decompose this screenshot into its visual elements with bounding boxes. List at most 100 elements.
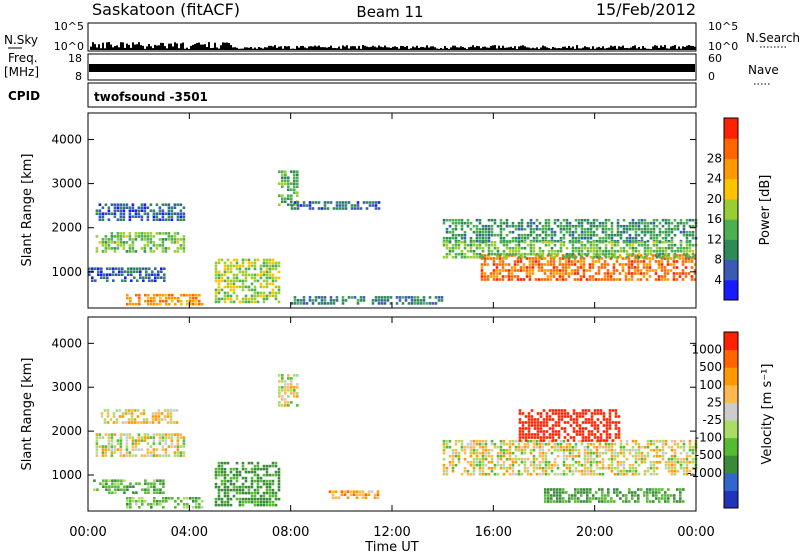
data-cell xyxy=(574,469,578,473)
data-cell xyxy=(540,266,544,269)
data-cell xyxy=(142,276,145,279)
data-cell xyxy=(262,467,266,471)
data-cell xyxy=(649,500,652,503)
data-cell xyxy=(637,445,641,449)
data-cell xyxy=(413,302,417,305)
data-cell xyxy=(517,442,521,446)
data-cell xyxy=(472,224,476,228)
nsky-bar xyxy=(572,46,574,50)
data-cell xyxy=(98,215,102,218)
data-cell xyxy=(501,269,505,272)
data-cell xyxy=(592,451,596,455)
data-cell xyxy=(131,442,135,445)
data-cell xyxy=(170,433,174,436)
data-cell xyxy=(514,448,518,452)
data-cell xyxy=(152,439,156,442)
nsky-bar xyxy=(254,47,256,50)
data-cell xyxy=(616,454,620,458)
data-cell xyxy=(544,240,548,244)
data-cell xyxy=(517,472,521,476)
data-cell xyxy=(637,227,641,231)
data-cell xyxy=(518,427,522,430)
nsky-bar xyxy=(490,45,492,50)
data-cell xyxy=(235,258,239,262)
data-cell xyxy=(593,433,597,436)
data-cell xyxy=(520,445,524,449)
data-cell xyxy=(655,252,659,256)
data-cell xyxy=(613,442,617,446)
nsky-bar xyxy=(510,46,512,50)
nsky-bar xyxy=(560,48,562,50)
data-cell xyxy=(575,424,579,427)
data-cell xyxy=(101,451,105,454)
nsky-bar xyxy=(152,48,154,50)
data-cell xyxy=(658,230,662,234)
velocity-ylabel: Slant Range [km] xyxy=(20,358,35,471)
data-cell xyxy=(262,297,266,301)
data-cell xyxy=(518,439,522,442)
data-cell xyxy=(229,279,233,283)
data-cell xyxy=(640,227,644,231)
data-cell xyxy=(496,454,500,458)
data-cell xyxy=(271,264,275,268)
data-cell xyxy=(142,267,145,270)
nsky-bar xyxy=(288,46,290,50)
data-cell xyxy=(575,430,579,433)
data-cell xyxy=(583,246,587,250)
data-cell xyxy=(541,227,545,231)
data-cell xyxy=(232,488,236,492)
data-cell xyxy=(596,439,600,442)
data-cell xyxy=(146,448,150,451)
data-cell xyxy=(490,230,494,234)
data-cell xyxy=(669,269,673,272)
data-cell xyxy=(475,463,479,467)
power-data xyxy=(88,170,698,306)
data-cell xyxy=(232,264,236,268)
data-cell xyxy=(448,218,452,222)
data-cell xyxy=(140,448,144,451)
nsky-bar xyxy=(462,46,464,50)
data-cell xyxy=(691,460,695,464)
data-cell xyxy=(134,445,138,448)
data-cell xyxy=(223,494,227,498)
data-cell xyxy=(347,201,351,204)
data-cell xyxy=(478,221,482,225)
data-cell xyxy=(553,218,557,222)
data-cell xyxy=(568,224,572,228)
data-cell xyxy=(517,469,521,473)
data-cell xyxy=(223,479,227,483)
data-cell xyxy=(627,257,631,260)
nsky-bar xyxy=(460,46,462,50)
data-cell xyxy=(553,463,557,467)
data-cell xyxy=(247,497,251,501)
data-cell xyxy=(277,291,281,295)
data-cell xyxy=(542,418,546,421)
data-cell xyxy=(688,233,692,237)
data-cell xyxy=(636,278,640,281)
data-cell xyxy=(550,233,554,237)
data-cell xyxy=(631,448,635,452)
data-cell xyxy=(151,270,154,273)
nsky-bar xyxy=(600,47,602,50)
data-cell xyxy=(256,476,260,480)
data-cell xyxy=(481,472,485,476)
data-cell xyxy=(287,179,290,182)
data-cell xyxy=(688,240,692,244)
data-cell xyxy=(526,472,530,476)
data-cell xyxy=(259,467,263,471)
data-cell xyxy=(614,424,618,427)
data-cell xyxy=(287,197,290,200)
data-cell xyxy=(676,469,680,473)
data-cell xyxy=(568,252,572,256)
data-cell xyxy=(556,448,560,452)
data-cell xyxy=(118,267,121,270)
data-cell xyxy=(143,250,147,253)
data-cell xyxy=(658,454,662,458)
data-cell xyxy=(490,460,494,464)
data-cell xyxy=(112,279,115,282)
data-cell xyxy=(108,485,111,488)
data-cell xyxy=(569,436,573,439)
data-cell xyxy=(103,418,107,421)
data-cell xyxy=(253,279,257,283)
